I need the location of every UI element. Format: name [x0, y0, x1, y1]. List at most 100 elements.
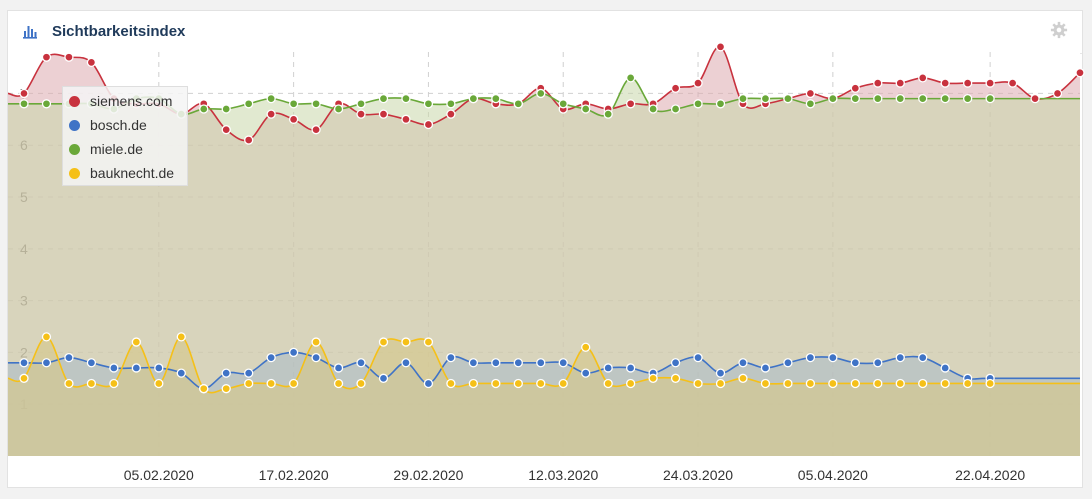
data-point: [244, 368, 254, 378]
data-point: [513, 358, 523, 368]
data-point: [446, 109, 456, 119]
chart-legend: siemens.com bosch.de miele.de bauknecht.de: [62, 86, 188, 186]
data-point: [41, 358, 52, 368]
data-point: [221, 125, 231, 135]
data-point: [603, 363, 613, 373]
legend-item[interactable]: bauknecht.de: [69, 163, 174, 183]
data-point: [86, 358, 97, 368]
data-point: [760, 93, 771, 104]
x-tick-label: 05.04.2020: [798, 467, 868, 483]
x-tick-label: 17.02.2020: [259, 467, 329, 483]
series-line-bauknecht-de: [7, 336, 1080, 394]
data-point: [513, 378, 523, 389]
data-point: [895, 93, 905, 104]
data-point: [940, 363, 950, 373]
data-point: [873, 358, 883, 368]
data-point: [64, 352, 74, 363]
data-point: [760, 378, 771, 389]
data-point: [131, 337, 141, 347]
data-point: [873, 378, 883, 389]
data-point: [266, 109, 276, 119]
data-point: [221, 384, 231, 394]
data-point: [333, 378, 344, 389]
data-point: [86, 57, 97, 68]
data-point: [333, 363, 344, 373]
data-point: [693, 78, 703, 88]
bar-chart-icon: [23, 26, 37, 39]
data-point: [1075, 68, 1085, 78]
data-point: [423, 119, 434, 130]
legend-item[interactable]: bosch.de: [69, 115, 147, 135]
data-point: [491, 378, 501, 389]
data-point: [828, 352, 838, 363]
data-point: [625, 363, 636, 373]
data-point: [86, 378, 97, 389]
data-point: [176, 332, 186, 342]
data-point: [715, 378, 726, 389]
data-point: [199, 384, 209, 394]
data-point: [154, 378, 164, 389]
data-point: [356, 99, 366, 109]
data-point: [985, 378, 995, 389]
data-point: [288, 347, 299, 358]
data-point: [378, 93, 389, 104]
legend-label: miele.de: [90, 141, 143, 157]
legend-item[interactable]: miele.de: [69, 139, 143, 159]
data-point: [64, 52, 74, 62]
data-point: [940, 78, 950, 88]
data-point: [244, 378, 254, 389]
data-point: [244, 99, 254, 109]
data-point: [446, 352, 456, 363]
data-point: [468, 358, 479, 368]
data-point: [581, 104, 591, 114]
data-point: [221, 104, 231, 114]
data-point: [356, 378, 366, 389]
data-point: [311, 125, 321, 135]
data-point: [468, 93, 479, 104]
data-point: [805, 99, 816, 109]
data-point: [985, 78, 995, 88]
data-point: [423, 99, 434, 109]
gear-icon[interactable]: [1050, 21, 1068, 39]
data-point: [266, 378, 276, 389]
x-tick-label: 12.03.2020: [528, 467, 598, 483]
data-point: [491, 93, 501, 104]
data-point: [715, 42, 726, 52]
data-point: [603, 378, 613, 389]
data-point: [558, 99, 568, 109]
data-point: [783, 358, 793, 368]
data-point: [378, 337, 389, 347]
data-point: [536, 378, 546, 389]
data-point: [131, 363, 141, 373]
legend-dot: [69, 119, 80, 131]
data-point: [378, 373, 389, 383]
data-point: [154, 363, 164, 373]
data-point: [648, 104, 658, 114]
data-point: [19, 373, 29, 383]
x-tick-label: 22.04.2020: [955, 467, 1025, 483]
legend-label: siemens.com: [90, 93, 173, 109]
data-point: [64, 378, 74, 389]
data-point: [805, 352, 816, 363]
data-point: [288, 99, 299, 109]
data-point: [266, 352, 276, 363]
data-point: [738, 93, 748, 104]
data-point: [918, 73, 928, 83]
legend-label: bosch.de: [90, 117, 147, 133]
data-point: [1007, 78, 1018, 88]
data-point: [918, 352, 928, 363]
data-point: [783, 93, 793, 104]
data-point: [423, 337, 434, 347]
legend-dot: [69, 143, 80, 155]
legend-dot: [69, 95, 80, 107]
data-point: [41, 99, 52, 109]
legend-item[interactable]: siemens.com: [69, 91, 172, 111]
data-point: [963, 378, 973, 389]
data-point: [670, 104, 681, 114]
data-point: [378, 109, 389, 119]
data-point: [895, 352, 905, 363]
data-point: [805, 88, 816, 99]
data-point: [670, 373, 681, 383]
data-point: [491, 358, 501, 368]
data-point: [940, 378, 950, 389]
